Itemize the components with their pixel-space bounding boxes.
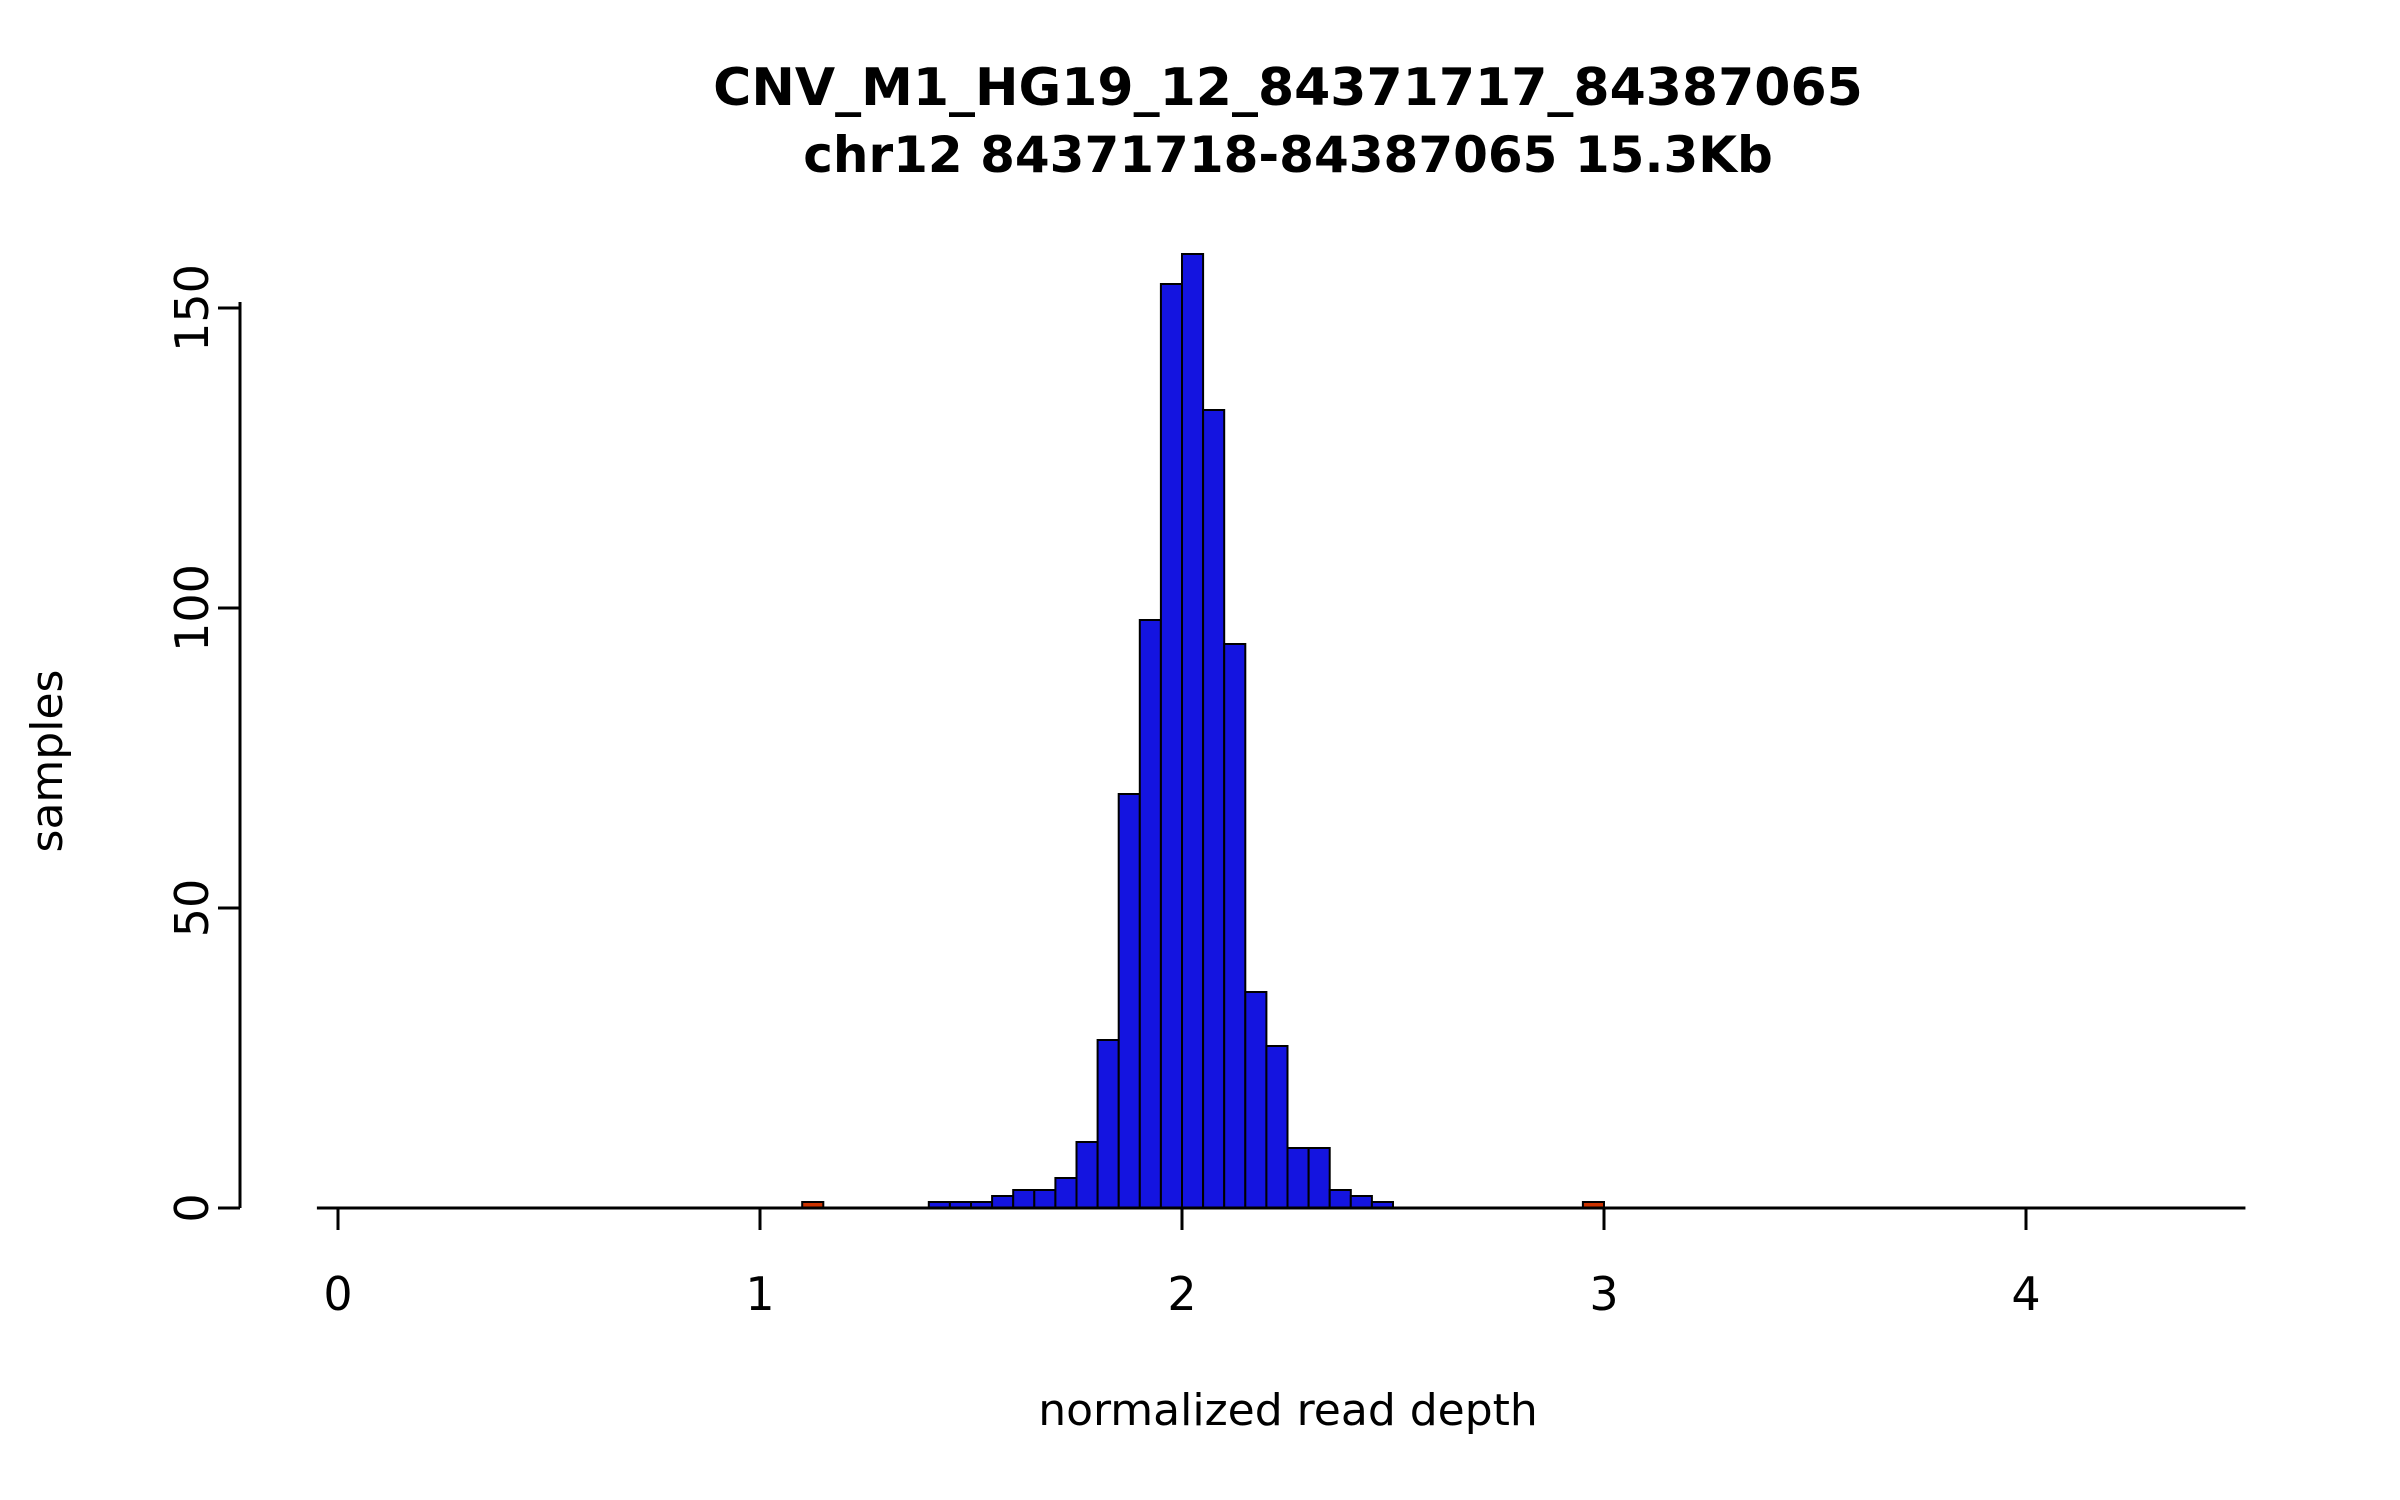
histogram-bar <box>1096 1039 1120 1209</box>
histogram-bar <box>1117 793 1141 1209</box>
x-tick-label: 0 <box>323 1267 352 1321</box>
y-tick-label: 150 <box>165 264 219 352</box>
histogram-bar <box>1033 1189 1057 1209</box>
histogram-bar <box>1012 1189 1036 1209</box>
x-tick-label: 3 <box>1589 1267 1618 1321</box>
histogram-bar <box>1223 643 1247 1209</box>
histogram-bar <box>1202 409 1226 1209</box>
histogram-bar <box>1307 1147 1331 1209</box>
x-tick-label: 2 <box>1167 1267 1196 1321</box>
x-tick-label: 4 <box>2011 1267 2040 1321</box>
histogram-bar <box>991 1195 1015 1209</box>
x-axis-label: normalized read depth <box>1038 1385 1538 1436</box>
histogram-bar <box>1328 1189 1352 1209</box>
x-tick-label: 1 <box>745 1267 774 1321</box>
chart-subtitle: chr12 84371718-84387065 15.3Kb <box>803 126 1773 184</box>
y-tick-label: 100 <box>165 564 219 652</box>
histogram-bar <box>1286 1147 1310 1209</box>
histogram-bar <box>1265 1045 1289 1209</box>
y-tick-label: 0 <box>165 1193 219 1222</box>
histogram-bar <box>1244 991 1268 1209</box>
histogram-bar <box>1159 283 1184 1209</box>
y-axis-label: samples <box>22 669 73 853</box>
histogram-bar <box>1181 253 1205 1209</box>
chart-title: CNV_M1_HG19_12_84371717_84387065 <box>713 58 1863 118</box>
histogram-bar <box>1349 1195 1373 1209</box>
y-tick-label: 50 <box>165 879 219 938</box>
histogram-bar <box>1075 1141 1099 1209</box>
histogram-bar <box>1138 619 1162 1209</box>
histogram-bar <box>1054 1177 1078 1209</box>
